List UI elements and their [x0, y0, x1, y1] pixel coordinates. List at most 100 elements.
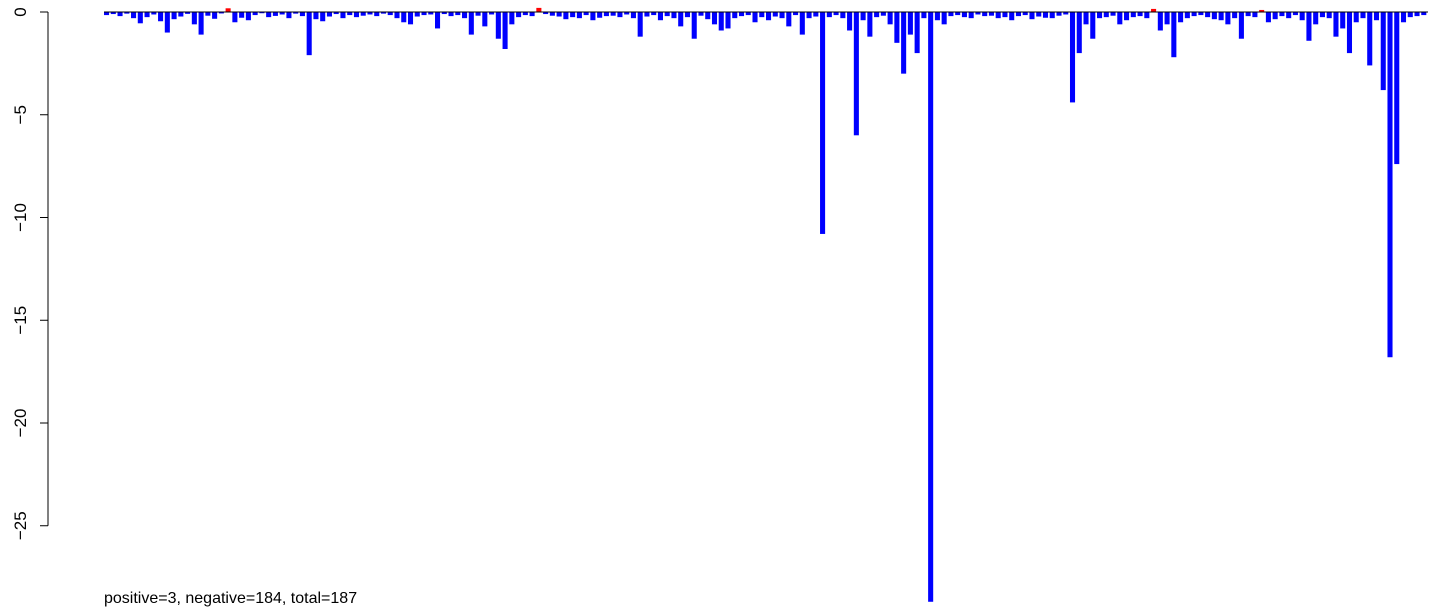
bar-negative — [502, 12, 508, 49]
bar-negative — [1360, 12, 1366, 19]
bar-negative — [516, 12, 522, 18]
bar-negative — [259, 12, 265, 14]
bar-negative — [1069, 12, 1076, 103]
bar-negative — [961, 12, 967, 18]
bar-negative — [252, 12, 258, 16]
bar-negative — [718, 12, 724, 31]
bar-negative — [178, 12, 184, 17]
bar-negative — [664, 12, 670, 17]
bar-negative — [1144, 12, 1150, 19]
bar-negative — [799, 12, 805, 35]
bar-negative — [1286, 12, 1292, 19]
bar-negative — [1346, 12, 1353, 54]
bar-negative — [482, 12, 488, 27]
bar-negative — [1272, 12, 1278, 20]
bar-negative — [617, 12, 623, 18]
bar-negative — [185, 12, 191, 14]
bar-negative — [509, 12, 515, 25]
bar-negative — [1225, 12, 1231, 25]
bar-negative — [1002, 12, 1008, 18]
bar-negative — [887, 12, 893, 25]
bar-negative — [732, 12, 738, 19]
bar-negative — [948, 12, 954, 17]
bar-negative — [1245, 12, 1251, 17]
bar-negative — [1090, 12, 1096, 39]
bar-negative — [1049, 12, 1055, 19]
bar-negative — [218, 12, 224, 14]
bar-negative — [995, 12, 1001, 19]
bar-negative — [1042, 12, 1049, 18]
bar-negative — [110, 12, 116, 15]
bar-negative — [1218, 12, 1224, 21]
bar-negative — [752, 12, 758, 23]
y-tick-label: −15 — [11, 306, 30, 335]
bar-negative — [407, 12, 414, 25]
bar-negative — [1238, 12, 1244, 39]
bar-negative — [847, 12, 853, 31]
bar-negative — [1326, 12, 1332, 19]
bar-negative — [1333, 12, 1339, 37]
bar-negative — [894, 12, 900, 43]
bar-negative — [1015, 12, 1022, 17]
bar-negative — [1063, 12, 1069, 15]
bar-negative — [1029, 12, 1035, 20]
bar-negative — [367, 12, 373, 15]
bar-negative — [286, 12, 292, 19]
bar-negative — [1205, 12, 1211, 18]
bars — [104, 7, 1427, 602]
bar-negative — [1184, 12, 1190, 19]
bar-negative — [874, 12, 880, 18]
bar-negative — [1394, 12, 1400, 165]
bar-negative — [462, 12, 468, 19]
bar-negative — [624, 12, 630, 15]
bar-negative — [212, 12, 218, 19]
bar-negative — [901, 12, 907, 74]
bar-negative — [684, 12, 691, 18]
bar-negative — [1299, 12, 1305, 21]
bar-negative — [678, 12, 684, 27]
bar-negative — [691, 12, 697, 39]
bar-negative — [306, 12, 312, 56]
bar-negative — [1387, 12, 1393, 358]
bar-negative — [867, 12, 873, 37]
bar-negative — [1319, 12, 1325, 18]
bar-negative — [1232, 12, 1238, 19]
bar-negative — [786, 12, 792, 27]
bar-negative — [448, 12, 454, 17]
bar-negative — [360, 12, 366, 16]
bar-negative — [576, 12, 582, 19]
bar-negative — [637, 12, 643, 37]
y-tick-label: −10 — [11, 203, 30, 232]
bar-negative — [583, 12, 589, 16]
bar-negative — [441, 12, 447, 15]
bar-negative — [772, 12, 778, 17]
bar-negative — [988, 12, 994, 16]
bar-negative — [1083, 12, 1089, 25]
bar-negative — [340, 12, 346, 19]
bar-negative — [1178, 12, 1184, 23]
bar-negative — [711, 12, 718, 25]
bar-negative — [144, 12, 150, 18]
bar-negative — [1110, 12, 1116, 16]
bar-negative — [651, 12, 657, 16]
bar-negative — [279, 12, 285, 15]
bar-negative — [1124, 12, 1130, 21]
bar-negative — [387, 12, 393, 16]
bar-negative — [698, 12, 704, 16]
bar-negative — [1097, 12, 1103, 19]
bar-negative — [158, 12, 164, 22]
bar-negative — [1414, 12, 1420, 17]
bar-negative — [1056, 12, 1062, 16]
bar-positive — [225, 8, 231, 12]
bar-negative — [164, 12, 170, 33]
bar-negative — [401, 12, 407, 23]
bar-negative — [137, 12, 143, 24]
bar-negative — [151, 12, 157, 15]
bar-negative — [104, 12, 110, 16]
bar-negative — [191, 12, 197, 25]
bar-negative — [921, 12, 927, 19]
bar-negative — [1400, 12, 1407, 23]
bar-negative — [1036, 12, 1042, 17]
bar-negative — [272, 12, 278, 16]
